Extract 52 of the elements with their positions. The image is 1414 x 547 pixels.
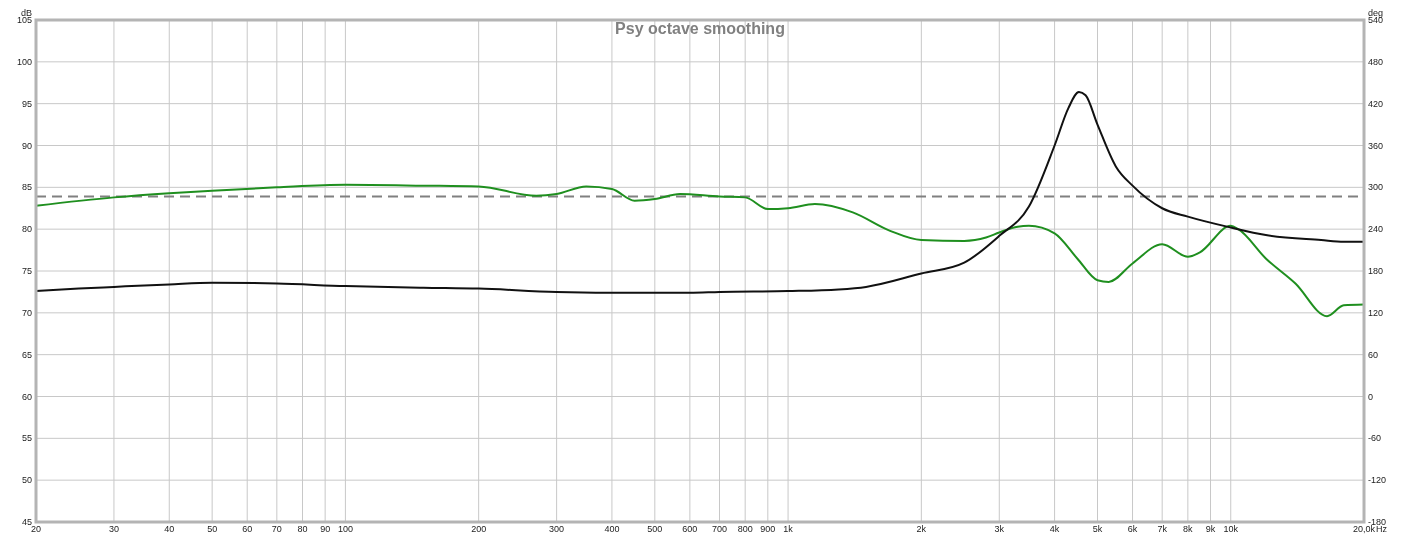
x-tick-label: 60 [242, 524, 253, 534]
y2-tick-label: 0 [1368, 391, 1374, 402]
x-tick-label: 3k [994, 524, 1005, 534]
x-tick-label: 400 [604, 524, 620, 534]
x-tick-label: 8k [1183, 524, 1194, 534]
y-tick-label: 80 [21, 224, 32, 235]
y-tick-label: 85 [21, 182, 32, 193]
x-tick-label: 50 [207, 524, 218, 534]
y-tick-label: 95 [21, 98, 32, 109]
y2-tick-label: 360 [1368, 140, 1384, 151]
x-tick-label: 600 [682, 524, 698, 534]
x-tick-label: 100 [337, 524, 353, 534]
y-tick-label: 55 [21, 433, 32, 444]
y-tick-label: 60 [21, 391, 32, 402]
y-tick-label: 50 [21, 475, 32, 486]
x-tick-label: 30 [108, 524, 119, 534]
x-tick-label: 40 [164, 524, 175, 534]
y2-tick-label: -120 [1368, 475, 1387, 486]
y-tick-label: 90 [21, 140, 32, 151]
x-tick-label: 1k [783, 524, 794, 534]
y2-tick-label: 60 [1368, 349, 1379, 360]
x-tick-label: 300 [549, 524, 565, 534]
x-tick-label: 5k [1092, 524, 1103, 534]
x-tick-label: 6k [1127, 524, 1138, 534]
x-tick-label: 700 [711, 524, 728, 534]
x-tick-label: 90 [320, 524, 331, 534]
chart-title: Psy octave smoothing [615, 20, 785, 37]
y2-tick-label: -60 [1368, 433, 1382, 444]
x-tick-label: 80 [297, 524, 308, 534]
x-tick-label: 7k [1157, 524, 1168, 534]
y-tick-label: 75 [21, 266, 32, 276]
y2-tick-label: 420 [1368, 98, 1384, 109]
y2-tick-label: 180 [1368, 266, 1384, 276]
y-tick-label: 45 [21, 517, 32, 527]
y2-tick-label: 300 [1368, 182, 1384, 193]
x-tick-label: 500 [647, 524, 663, 534]
y-tick-label: 70 [21, 307, 32, 318]
x-tick-label: 70 [271, 524, 282, 534]
x-tick-label: 900 [760, 524, 776, 534]
y2-tick-label: 240 [1368, 224, 1384, 235]
y2-tick-label: 480 [1368, 56, 1384, 67]
x-tick-label: 4k [1049, 524, 1060, 534]
x-tick-label: 9k [1205, 524, 1216, 534]
x-tick-label: 2k [916, 524, 927, 534]
x-tick-label: 200 [471, 524, 487, 534]
y2-axis-title: deg [1368, 8, 1384, 18]
x-tick-label: 20,0k [1352, 524, 1376, 534]
y-tick-label: 100 [16, 56, 32, 67]
x-tick-label: 800 [737, 524, 753, 534]
x-tick-label: 10k [1223, 524, 1239, 534]
y-tick-label: 65 [21, 349, 32, 360]
y2-tick-label: 120 [1368, 307, 1384, 318]
